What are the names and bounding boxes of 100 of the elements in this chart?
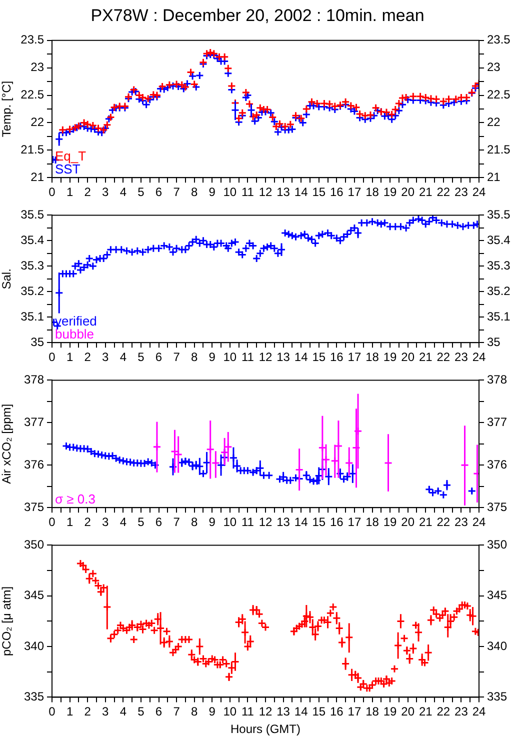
x-tick-label: 24 xyxy=(472,350,486,364)
x-tick-label: 17 xyxy=(348,515,362,530)
x-tick-label: 21 xyxy=(418,185,433,200)
x-tick-label: 6 xyxy=(155,185,162,200)
x-tick-label: 11 xyxy=(241,185,254,200)
x-tick-label: 15 xyxy=(312,515,326,530)
y2-tick-label: 35.3 xyxy=(487,258,511,272)
x-tick-label: 2 xyxy=(84,185,92,200)
x-tick-label: 11 xyxy=(241,350,254,364)
x-tick-label: 17 xyxy=(348,185,362,200)
x-tick-label: 0 xyxy=(48,515,56,530)
y-tick-label: 378 xyxy=(24,372,44,387)
x-tick-label: 9 xyxy=(208,515,216,530)
x-tick-label: 14 xyxy=(294,185,308,200)
y-tick-label: 22.5 xyxy=(20,88,44,102)
y-tick-label: 23.5 xyxy=(20,32,44,47)
x-tick-label: 8 xyxy=(190,704,198,719)
x-tick-label: 8 xyxy=(190,515,198,530)
y2-tick-label: 35 xyxy=(487,334,501,349)
y-tick-label: 377 xyxy=(24,414,44,429)
y-tick-label: 35.3 xyxy=(20,258,44,272)
y-tick-label: 35.4 xyxy=(20,232,44,247)
y-tick-label: 21 xyxy=(30,170,44,184)
y2-tick-label: 21.5 xyxy=(487,142,511,156)
y2-tick-label: 22 xyxy=(487,115,501,130)
y2-tick-label: 378 xyxy=(487,372,508,387)
x-tick-label: 24 xyxy=(472,704,486,719)
x-tick-label: 18 xyxy=(366,185,380,200)
x-tick-label: 19 xyxy=(383,185,398,200)
x-tick-label: 17 xyxy=(348,350,362,364)
text: σ ≥ 0.3 xyxy=(55,492,96,507)
y2-tick-label: 35.4 xyxy=(487,232,511,247)
x-tick-label: 21 xyxy=(418,515,433,530)
y2-tick-label: 376 xyxy=(487,457,508,472)
x-tick-label: 7 xyxy=(173,350,180,364)
x-tick-label: 6 xyxy=(155,515,162,530)
y2-tick-label: 335 xyxy=(487,690,508,704)
x-tick-label: 10 xyxy=(223,515,237,530)
x-tick-label: 6 xyxy=(155,350,162,364)
x-tick-label: 14 xyxy=(294,515,308,530)
y2-tick-label: 340 xyxy=(487,638,508,653)
x-tick-label: 21 xyxy=(418,704,433,719)
x-tick-label: 10 xyxy=(223,350,237,364)
x-tick-label: 17 xyxy=(348,704,362,719)
x-tick-label: 13 xyxy=(276,350,290,364)
x-tick-label: 2 xyxy=(84,515,92,530)
x-tick-label: 3 xyxy=(102,350,110,364)
x-tick-label: 16 xyxy=(330,185,344,200)
x-tick-label: 24 xyxy=(472,185,486,200)
x-tick-label: 23 xyxy=(454,350,468,364)
x-tick-label: 14 xyxy=(294,704,308,719)
x-tick-label: 0 xyxy=(48,185,56,200)
x-tick-label: 19 xyxy=(383,515,398,530)
y-tick-label: 376 xyxy=(24,457,44,472)
x-tick-label: 4 xyxy=(120,704,127,719)
x-tick-label: 0 xyxy=(48,704,56,719)
y2-tick-label: 377 xyxy=(487,414,508,429)
y-tick-label: 23 xyxy=(30,60,44,74)
x-tick-label: 18 xyxy=(366,350,380,364)
y-axis-title: Sal. xyxy=(0,268,14,290)
x-tick-label: 9 xyxy=(208,350,216,364)
x-tick-label: 4 xyxy=(120,350,127,364)
x-tick-label: 5 xyxy=(138,350,145,364)
x-tick-label: 16 xyxy=(330,515,344,530)
y2-tick-label: 375 xyxy=(487,500,508,514)
x-tick-label: 18 xyxy=(366,515,380,530)
y2-tick-label: 22.5 xyxy=(487,88,511,102)
x-tick-label: 1 xyxy=(66,185,74,200)
x-tick-label: 16 xyxy=(330,704,344,719)
y2-tick-label: 35.2 xyxy=(487,284,511,298)
x-tick-label: 6 xyxy=(155,704,162,719)
x-tick-label: 24 xyxy=(472,515,486,530)
x-tick-label: 19 xyxy=(383,350,398,364)
x-tick-label: 21 xyxy=(418,350,433,364)
x-tick-label: 2 xyxy=(84,704,92,719)
x-tick-label: 12 xyxy=(258,185,272,200)
x-tick-label: 11 xyxy=(241,704,254,719)
x-tick-label: 11 xyxy=(241,515,254,530)
y-axis-title: pCO₂ [μ atm] xyxy=(0,586,14,656)
x-tick-label: 23 xyxy=(454,185,468,200)
x-tick-label: 1 xyxy=(66,704,74,719)
y-tick-label: 35 xyxy=(30,334,44,349)
x-tick-label: 23 xyxy=(454,704,468,719)
y-tick-label: 335 xyxy=(24,690,44,704)
x-tick-label: 4 xyxy=(120,185,127,200)
x-tick-label: 20 xyxy=(401,704,415,719)
x-tick-label: 15 xyxy=(312,350,326,364)
x-tick-label: 20 xyxy=(401,350,415,364)
x-tick-label: 5 xyxy=(138,185,145,200)
x-tick-label: 3 xyxy=(102,185,110,200)
y2-tick-label: 350 xyxy=(487,538,508,552)
y-axis-title: Temp. [°C] xyxy=(0,80,14,138)
x-tick-label: 10 xyxy=(223,704,237,719)
y2-tick-label: 35.5 xyxy=(487,208,511,222)
x-tick-label: 19 xyxy=(383,704,398,719)
x-tick-label: 3 xyxy=(102,515,110,530)
y-tick-label: 35.2 xyxy=(20,284,44,298)
x-tick-label: 9 xyxy=(208,185,216,200)
x-tick-label: 1 xyxy=(66,350,74,364)
series-label: verified xyxy=(55,314,97,329)
